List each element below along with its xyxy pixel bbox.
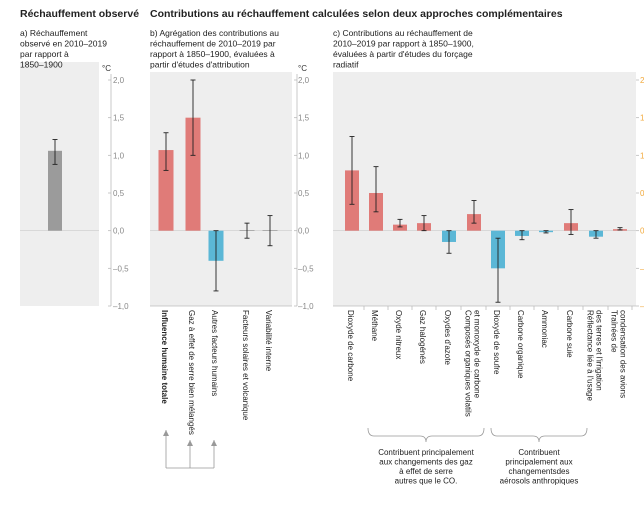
panel-c-category-label: des terres et l'irrigation [595,310,604,391]
panel-c-category-label: Dioxyde de soufre [492,310,501,375]
axis-bc-tick-label: –0,5 [298,264,314,273]
bracket-1-label: à effet de serre [399,467,453,476]
panel-b-subtitle-line: b) Agrégation des contributions au [150,28,279,38]
panel-b-category-label: Gaz à effet de serre bien mélangés [187,310,196,435]
axis-right-tick-label: 1,5 [640,114,644,123]
panel-b-bar [158,150,174,231]
panel-a-subtitle-line: 1850–1900 [20,60,63,70]
observed-title: Réchauffement observé [20,8,139,20]
y-axis-panels-b-c: °C 2,0 1,5 1,0 0,5 0,0 –0,5 –1,0 [294,64,314,311]
bracket-2 [490,427,588,443]
panel-a-subtitle-line: par rapport à [20,49,69,59]
bracket-2-label: changementsdes [509,467,570,476]
panel-c-subtitle: c) Contributions au réchauffement de2010… [333,28,474,70]
y-axis-panels-a-b: °C2,0 1,5 1,0 0,5 0,0 –0,5 –1,0 [102,64,129,311]
bracket-2-label: principalement aux [505,458,572,467]
bracket-1-label: autres que le CO. [395,477,458,486]
panel-c-category-label: Carbone suie [565,310,574,358]
panel-b-category-label: Influence humaine totale [160,310,169,404]
axis-ab-tick-label: 1,0 [113,151,125,160]
axis-ab-unit-label: °C [102,64,111,73]
contributions-title: Contributions au réchauffement calculées… [150,8,563,20]
bracket-2-label: Contribuent [518,448,560,457]
axis-right-tick-label: –0,5 [640,264,644,273]
axis-bc-tick-label: 0,5 [298,189,310,198]
axis-right-tick-label: 0,0 [640,227,644,236]
panel-c-category-label: Méthane [370,310,379,342]
axis-bc-tick-label: 0,0 [298,227,310,236]
panel-c-bar [393,224,407,231]
axis-bc-tick-label: –1,0 [298,302,314,311]
axis-ab-tick-label: –0,5 [113,264,129,273]
panel-c-subtitle-line: radiatif [333,60,359,70]
panel-b-category-labels: Influence humaine totale Gaz à effet de s… [160,310,273,435]
panel-b-subtitle-line: partir d'études d'attribution [150,60,250,70]
y-axis-right-partial: 2,0 1,5 1,0 0,5 0,0 –0,5 –1,0 [636,76,644,311]
axis-bc-tick-label: 1,5 [298,114,310,123]
panel-b-subtitle-line: rapport à 1850–1900, évaluées à [150,49,275,59]
axis-bc-tick-label: 1,0 [298,151,310,160]
panel-a-subtitle-line: a) Réchauffement [20,28,88,38]
axis-ab-tick-label: 0,0 [113,227,125,236]
panel-c-subtitle-line: 2010–2019 par rapport à 1850–1900, [333,39,474,49]
axis-bc-tick-label: 2,0 [298,76,310,85]
panel-b-bars [150,79,292,307]
axis-right-tick-label: –1,0 [640,302,644,311]
axis-right-tick-label: 0,5 [640,189,644,198]
panel-c-category-label: Traînées de [610,310,619,353]
axis-ab-tick-label: 2,0 [113,76,125,85]
panel-c-subtitle-line: c) Contributions au réchauffement de [333,28,473,38]
panel-b-category-label: Autres facteurs humains [210,310,219,396]
panel-c-category-label: Ammoniac [540,310,549,348]
panel-c-category-label: Oxyde nitreux [394,310,403,359]
panel-c-category-label: Composés organiques volatils [464,310,473,417]
axis-right-tick-label: 1,0 [640,151,644,160]
panel-b-subtitle: b) Agrégation des contributions auréchau… [150,28,279,70]
panel-c-bars [333,136,636,310]
panel-b-subtitle-line: réchauffement de 2010–2019 par [150,39,276,49]
bracket-1-label: aux changements des gaz [379,458,472,467]
bracket-1 [367,427,485,443]
panel-c-category-label: et monoxyde de carbone [473,310,482,399]
panel-c-subtitle-line: évaluées à partir d'études du forçage [333,49,473,59]
axis-ab-tick-label: 0,5 [113,189,125,198]
panel-c-category-label: Oxydes d'azote [443,310,452,365]
bracket-1-label: Contribuent principalement [378,448,474,457]
panel-b-arrows [163,430,217,469]
panel-a-subtitle-line: observé en 2010–2019 [20,39,107,49]
bracket-2-label: aérosols anthropiques [500,477,579,486]
panel-b-category-label: Facteurs solaires et volcanique [241,310,250,421]
axis-ab-tick-label: –1,0 [113,302,129,311]
panel-c-category-labels: Dioxyde de carbone Méthane Oxyde nitreux Ga… [346,310,628,417]
panel-c-category-label: Gaz halogénés [418,310,427,364]
panel-a-bar [48,150,62,231]
panel-c-category-label: Dioxyde de carbone [346,310,355,382]
axis-bc-unit-label: °C [298,64,307,73]
panel-c-background [333,72,636,306]
panel-a-bars [20,139,99,232]
panel-b-bar [185,117,201,231]
panel-b-background [150,72,292,306]
axis-right-tick-label: 2,0 [640,76,644,85]
panel-c-category-label: condensation des avions [619,310,628,398]
panel-c-category-label: Carbone organique [516,310,525,379]
panel-c-category-label: Réflectance liée à l'usage [586,310,595,401]
panel-b-category-label: Variabilité interne [264,310,273,372]
axis-ab-tick-label: 1,5 [113,114,125,123]
